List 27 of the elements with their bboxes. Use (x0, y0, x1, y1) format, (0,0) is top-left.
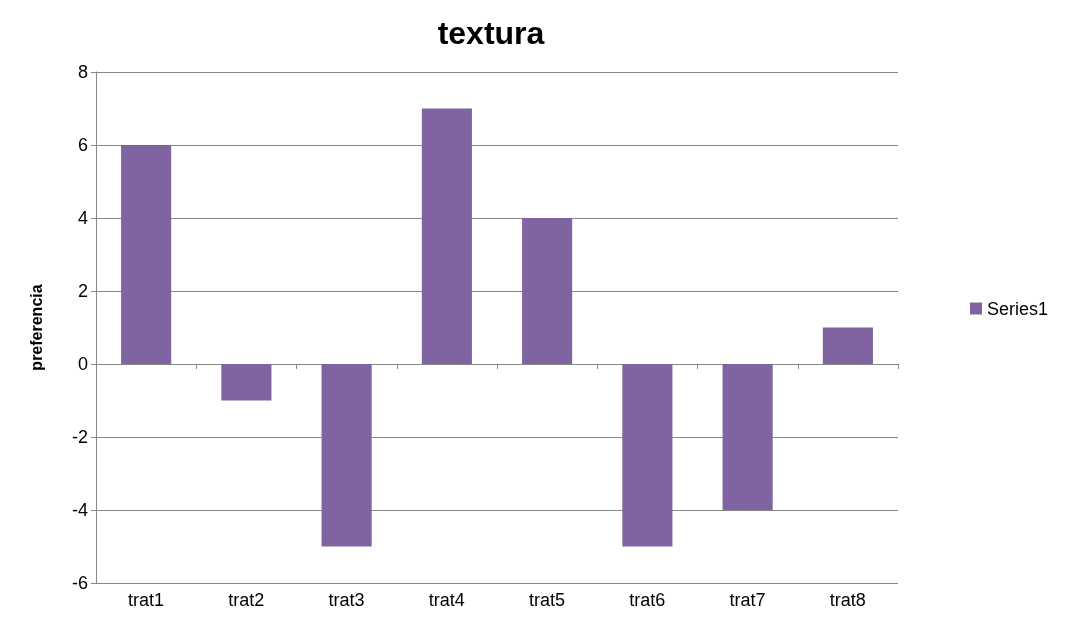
y-tick-label: -4 (71, 500, 88, 520)
x-tick-label: trat3 (328, 590, 365, 610)
y-tick-label: 8 (77, 62, 88, 82)
x-tick-label: trat7 (729, 590, 766, 610)
y-tick-label: 4 (77, 208, 88, 228)
bar (622, 364, 673, 547)
legend-label: Series1 (986, 298, 1048, 319)
x-tick-label: trat5 (529, 590, 566, 610)
y-tick-label: 6 (77, 135, 88, 155)
bar (121, 145, 172, 364)
y-axis-title: preferencia (27, 284, 45, 371)
bar (522, 218, 573, 364)
bar (421, 108, 472, 364)
bar (221, 364, 272, 401)
y-tick-label: -6 (71, 573, 88, 593)
bar (822, 327, 873, 364)
x-tick-label: trat6 (629, 590, 666, 610)
x-tick-label: trat4 (428, 590, 465, 610)
y-tick-label: 0 (77, 354, 88, 374)
y-tick-label: -2 (71, 427, 88, 447)
y-tick-label: 2 (77, 281, 88, 301)
bar (321, 364, 372, 547)
chart-title: textura (437, 15, 545, 51)
x-tick-label: trat8 (829, 590, 866, 610)
bar (722, 364, 773, 510)
x-tick-label: trat1 (128, 590, 165, 610)
x-tick-label: trat2 (228, 590, 265, 610)
